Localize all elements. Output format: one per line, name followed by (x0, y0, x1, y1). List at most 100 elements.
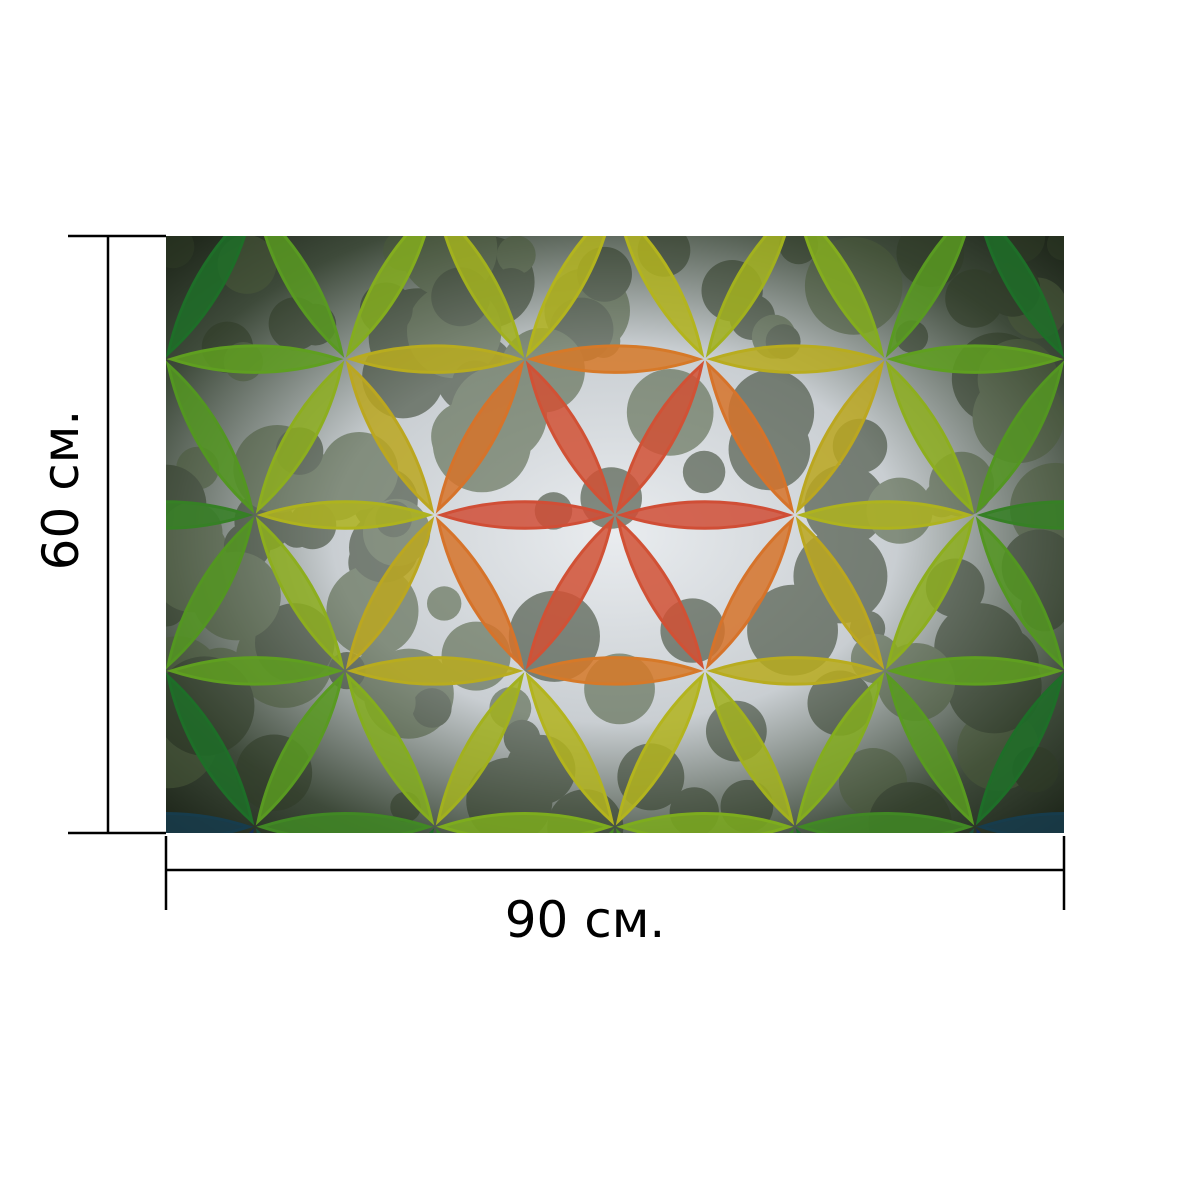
petal (711, 969, 878, 996)
petal (795, 672, 885, 826)
petal (1068, 0, 1152, 42)
petal (885, 516, 975, 670)
petal (263, 236, 345, 358)
petal (438, 53, 522, 198)
petal (255, 828, 262, 833)
petal (1158, 988, 1200, 1133)
petal (1161, 813, 1200, 840)
petal (1068, 365, 1152, 510)
petal (428, 828, 435, 833)
petal (1158, 832, 1200, 977)
petal (525, 516, 615, 670)
petal (1158, 676, 1200, 821)
petal (888, 53, 972, 198)
petal (531, 34, 698, 61)
petal (166, 812, 254, 833)
photo (0, 0, 1200, 1152)
petal (256, 812, 434, 833)
petal (795, 516, 885, 670)
petal (705, 236, 787, 358)
petal (348, 53, 432, 198)
petal (78, 988, 162, 1133)
petal (981, 1125, 1148, 1152)
petal (1161, 502, 1200, 529)
petal (255, 516, 345, 670)
petal (706, 656, 884, 686)
petal (78, 365, 162, 510)
petal (0, 190, 69, 217)
petal (968, 828, 975, 833)
petal (248, 828, 255, 833)
petal (801, 1125, 968, 1152)
petal (528, 988, 612, 1133)
petal (1158, 520, 1200, 665)
petal (976, 500, 1064, 530)
petal (888, 988, 972, 1133)
petal (888, 0, 972, 42)
petal (526, 656, 704, 686)
petal (1068, 53, 1152, 198)
foliage-blob (682, 450, 726, 494)
petal (0, 813, 69, 840)
petal (1161, 190, 1200, 217)
petal (708, 53, 792, 198)
petal (1068, 832, 1152, 977)
petal (618, 988, 702, 1133)
petal (981, 190, 1148, 217)
petal (438, 988, 522, 1133)
petal (345, 236, 427, 358)
petal (78, 832, 162, 977)
petal (345, 672, 435, 826)
petal (168, 0, 252, 42)
petal (975, 828, 982, 833)
petal (615, 360, 705, 514)
petal (528, 53, 612, 198)
petal (885, 360, 975, 514)
petal (621, 1125, 788, 1152)
petal (528, 0, 612, 42)
petal (1158, 209, 1200, 354)
petal (166, 344, 344, 374)
petal (975, 672, 1064, 826)
petal (1068, 520, 1152, 665)
petal (81, 190, 248, 217)
petal (618, 53, 702, 198)
petal (976, 812, 1064, 833)
petal (435, 360, 525, 514)
petal (171, 969, 338, 996)
petal (78, 676, 162, 821)
petal (441, 1125, 608, 1152)
petal (708, 0, 792, 42)
petal (525, 672, 615, 826)
petal (706, 344, 884, 374)
petal (1068, 676, 1152, 821)
petal (261, 1125, 428, 1152)
petal (0, 346, 159, 373)
petal (78, 0, 162, 42)
petal (166, 656, 344, 686)
petal (618, 0, 702, 42)
petal (0, 676, 72, 821)
petal (258, 0, 342, 42)
petal (81, 1125, 248, 1152)
petal (525, 236, 607, 358)
petal (891, 969, 1058, 996)
petal (78, 209, 162, 354)
petal-pattern (0, 0, 1200, 1152)
petal (983, 236, 1064, 358)
petal (1071, 658, 1200, 685)
petal (798, 53, 882, 198)
foliage-blob (166, 236, 195, 269)
petal (978, 53, 1062, 198)
petal (166, 236, 247, 358)
petal (346, 656, 524, 686)
foliage-blob (1046, 236, 1064, 261)
petal (1158, 0, 1200, 42)
petal (0, 832, 72, 977)
petal (1158, 365, 1200, 510)
petal (255, 360, 345, 514)
foliage-blob (412, 688, 452, 728)
petal (796, 500, 974, 530)
petal (0, 658, 159, 685)
petal (885, 236, 967, 358)
